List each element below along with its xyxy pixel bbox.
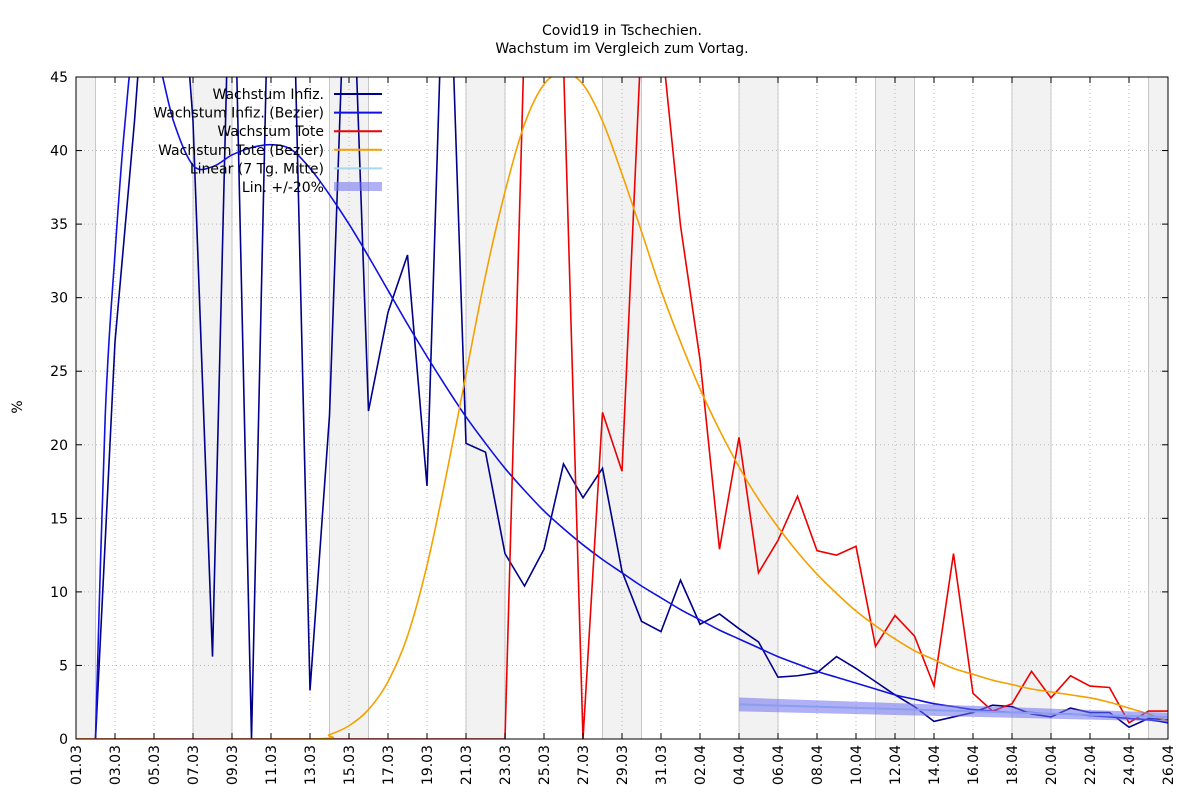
weekend-band	[739, 77, 778, 739]
weekend-band	[1148, 77, 1168, 739]
y-tick-label: 0	[59, 732, 68, 748]
y-tick-label: 20	[50, 438, 68, 454]
x-tick-label: 16.04	[966, 745, 982, 785]
y-tick-label: 10	[50, 585, 68, 601]
x-tick-label: 03.03	[108, 745, 124, 785]
x-tick-label: 15.03	[342, 745, 358, 785]
x-tick-label: 23.03	[498, 745, 514, 785]
y-tick-label: 30	[50, 291, 68, 307]
legend-label: Wachstum Infiz. (Bezier)	[153, 106, 324, 122]
x-tick-label: 27.03	[576, 745, 592, 785]
x-tick-label: 13.03	[303, 745, 319, 785]
x-axis: 01.03 03.03 05.03 07.03 09.03 11.03 13.03 15.03…	[69, 77, 1177, 785]
x-tick-label: 22.04	[1083, 745, 1099, 785]
x-tick-label: 08.04	[810, 745, 826, 785]
y-tick-label: 45	[50, 70, 68, 86]
legend-label: Wachstum Tote (Bezier)	[158, 143, 324, 159]
chart-title-line-1: Covid19 in Tschechien.	[542, 23, 702, 39]
x-tick-label: 18.04	[1005, 745, 1021, 785]
x-tick-label: 25.03	[537, 745, 553, 785]
x-tick-label: 04.04	[732, 745, 748, 785]
x-tick-label: 12.04	[888, 745, 904, 785]
x-tick-label: 29.03	[615, 745, 631, 785]
legend-label: Lin. +/-20%	[242, 180, 324, 196]
series-band	[739, 697, 1168, 722]
x-tick-label: 10.04	[849, 745, 865, 785]
weekend-band	[329, 77, 369, 739]
legend-label: Linear (7 Tg. Mitte)	[190, 161, 324, 177]
x-tick-label: 19.03	[420, 745, 436, 785]
chart-title-line-2: Wachstum im Vergleich zum Vortag.	[495, 41, 748, 57]
x-tick-label: 06.04	[771, 745, 787, 785]
series-layer	[76, 77, 1168, 739]
x-tick-label: 24.04	[1122, 745, 1138, 785]
x-tick-label: 09.03	[225, 745, 241, 785]
series-3-line	[76, 77, 1168, 739]
weekend-band	[466, 77, 505, 739]
series-2-line	[76, 77, 1168, 739]
legend: Wachstum Infiz. Wachstum Infiz. (Bezier) W…	[153, 87, 382, 196]
x-tick-label: 07.03	[186, 745, 202, 785]
weekend-band	[76, 77, 96, 739]
x-tick-label: 02.04	[693, 745, 709, 785]
x-tick-label: 11.03	[264, 745, 280, 785]
weekend-shading	[75, 77, 1169, 739]
y-tick-label: 25	[50, 364, 68, 380]
x-tick-label: 20.04	[1044, 745, 1060, 785]
weekend-band	[1012, 77, 1051, 739]
y-tick-label: 15	[50, 511, 68, 527]
legend-swatch	[334, 182, 382, 191]
x-tick-label: 05.03	[147, 745, 163, 785]
x-tick-label: 26.04	[1161, 745, 1177, 785]
x-tick-label: 31.03	[654, 745, 670, 785]
y-tick-label: 35	[50, 217, 68, 233]
x-tick-label: 21.03	[459, 745, 475, 785]
x-tick-label: 01.03	[69, 745, 85, 785]
x-tick-label: 14.04	[927, 745, 943, 785]
y-tick-label: 40	[50, 144, 68, 160]
legend-label: Wachstum Tote	[217, 124, 324, 140]
legend-label: Wachstum Infiz.	[213, 87, 324, 103]
x-tick-label: 17.03	[381, 745, 397, 785]
y-tick-label: 5	[59, 658, 68, 674]
plot-area	[76, 77, 1168, 739]
y-axis: 0 5 10 15 20 25 30 35 40 45	[50, 70, 1168, 748]
y-axis-label: %	[10, 400, 26, 413]
